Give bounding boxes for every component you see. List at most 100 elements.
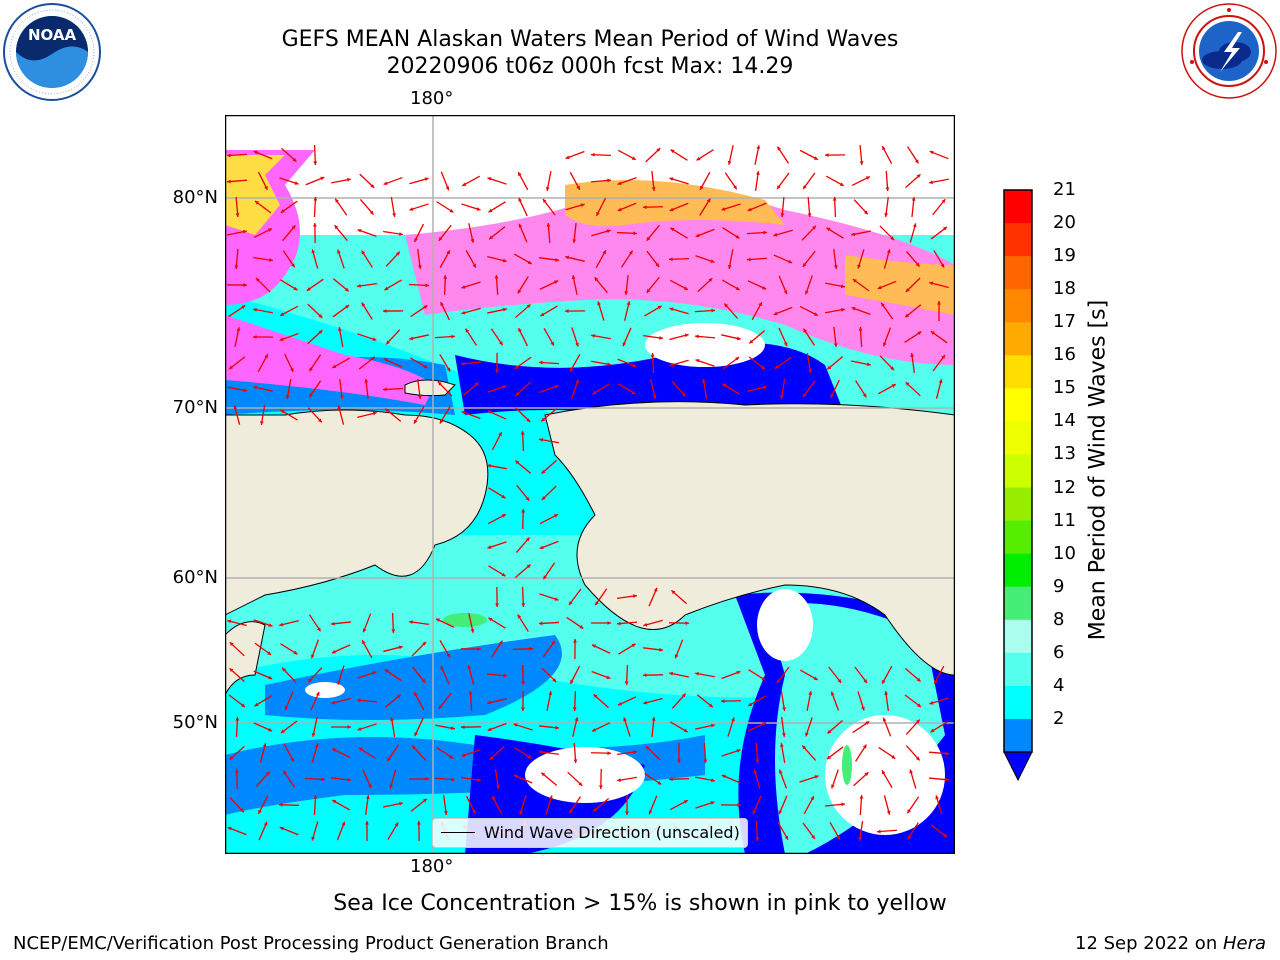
- wind-wave-arrow-head: [396, 694, 401, 699]
- wind-wave-arrow-head: [864, 772, 869, 777]
- wind-wave-arrow-head: [265, 771, 270, 776]
- wind-wave-arrow-head: [643, 673, 647, 678]
- wind-wave-arrow-head: [414, 692, 418, 697]
- wind-wave-arrow-head: [681, 392, 686, 397]
- wind-wave-arrow-head: [358, 747, 363, 752]
- wind-wave-arrow-head: [501, 514, 506, 518]
- wind-wave-arrow-head: [417, 395, 422, 399]
- wind-wave-arrow-head: [643, 622, 648, 627]
- wind-wave-arrow-head: [425, 283, 429, 288]
- wind-wave-arrow-head: [253, 307, 257, 312]
- wind-wave-arrow-head: [474, 382, 479, 387]
- wind-wave-arrow-head: [253, 150, 258, 155]
- wind-wave-arrow-head: [669, 307, 674, 312]
- wind-wave-arrow-head: [227, 153, 231, 158]
- wind-wave-arrow-head: [311, 836, 316, 841]
- sea-ice-4: [405, 190, 955, 365]
- wind-wave-arrow-head: [646, 236, 651, 241]
- wind-wave-arrow-head: [881, 770, 886, 775]
- wind-wave-arrow-head: [727, 265, 732, 269]
- wind-wave-arrow-head: [496, 785, 500, 789]
- wind-wave-arrow-head: [280, 209, 285, 213]
- wind-wave-arrow-head: [938, 379, 943, 384]
- wind-wave-arrow-head: [409, 207, 414, 211]
- wind-wave-arrow-head: [594, 277, 599, 282]
- wind-wave-arrow-head: [731, 717, 735, 722]
- wind-wave-arrow-head: [929, 701, 934, 705]
- wind-wave-arrow-head: [596, 211, 600, 216]
- wind-wave-arrow-head: [293, 286, 298, 291]
- wind-wave-arrow-head: [617, 207, 622, 212]
- wind-wave-arrow-head: [554, 280, 559, 284]
- wind-wave-arrow-head: [827, 755, 832, 760]
- wind-wave-arrow-head: [622, 342, 627, 347]
- wind-wave-arrow-head: [710, 259, 715, 263]
- wind-wave-arrow-head: [398, 645, 403, 650]
- land-kamchatka: [225, 621, 266, 696]
- wind-wave-arrow-head: [721, 774, 726, 779]
- wind-wave-arrow-head: [760, 365, 765, 370]
- wind-wave-arrow-head: [398, 801, 403, 806]
- wind-wave-arrow-head: [229, 755, 234, 760]
- wind-wave-arrow-head: [555, 257, 559, 262]
- wind-wave-arrow-head: [758, 302, 762, 307]
- wind-wave-arrow-head: [905, 288, 910, 292]
- wind-wave-arrow-head: [858, 327, 863, 331]
- wind-wave-arrow-head: [756, 171, 760, 175]
- wind-wave-arrow-head: [317, 418, 322, 423]
- chart-title: GEFS MEAN Alaskan Waters Mean Period of …: [281, 27, 899, 52]
- sea-ice-2: [225, 155, 285, 235]
- wind-wave-arrow-head: [472, 263, 476, 268]
- wind-wave-arrow-head: [593, 807, 598, 812]
- wind-wave-arrow-head: [657, 780, 662, 785]
- wind-wave-arrow-head: [365, 795, 370, 799]
- wind-wave-arrow-head: [498, 640, 503, 645]
- wind-wave-arrow-head: [685, 621, 689, 626]
- wind-wave-arrow-head: [487, 727, 492, 732]
- wind-wave-arrow-head: [422, 798, 427, 803]
- wind-wave-arrow-head: [461, 361, 465, 366]
- wind-wave-arrow-head: [857, 264, 861, 269]
- wind-wave-arrow-head: [347, 177, 351, 182]
- wind-wave-arrow-head: [727, 160, 732, 165]
- colorbar-tick-label: 8: [1053, 608, 1065, 630]
- wind-wave-arrow-head: [648, 810, 653, 815]
- wind-wave-arrow-head: [394, 822, 399, 827]
- wind-wave-arrow-head: [941, 199, 946, 204]
- wind-wave-arrow-head: [521, 681, 526, 685]
- wind-wave-arrow-head: [335, 198, 339, 203]
- wind-wave-arrow-head: [503, 673, 507, 678]
- wind-wave-arrow-head: [752, 810, 757, 815]
- wind-wave-arrow-head: [670, 149, 675, 154]
- wind-wave-arrow-head: [255, 277, 260, 282]
- wind-wave-arrow-head: [361, 250, 366, 255]
- wind-wave-arrow-head: [780, 395, 784, 399]
- wind-wave-arrow-head: [268, 727, 273, 732]
- wind-wave-arrow-head: [347, 777, 351, 782]
- colorbar-block: [1004, 487, 1032, 522]
- wind-wave-arrow-head: [733, 185, 737, 190]
- wind-wave-arrow-head: [417, 265, 422, 269]
- wind-wave-arrow-head: [651, 187, 656, 191]
- wind-wave-arrow-head: [541, 496, 546, 500]
- wind-wave-arrow-head: [476, 207, 481, 211]
- wind-wave-arrow-head: [391, 629, 396, 633]
- wind-wave-arrow-head: [344, 287, 349, 292]
- wind-wave-arrow-head: [515, 391, 520, 396]
- wind-wave-arrow-head: [859, 795, 864, 799]
- wind-wave-arrow-head: [655, 262, 660, 267]
- wind-wave-arrow-head: [517, 614, 522, 619]
- wind-wave-arrow-head: [724, 303, 729, 308]
- wind-wave-arrow-head: [905, 382, 910, 386]
- wind-wave-arrow-head: [578, 782, 583, 786]
- wind-wave-arrow-head: [487, 700, 492, 705]
- lon-label-top: 180°: [410, 88, 454, 109]
- wind-wave-arrow-head: [669, 671, 674, 676]
- wind-wave-arrow-head: [782, 707, 786, 711]
- wind-wave-arrow-head: [929, 180, 933, 185]
- wind-wave-arrow-head: [526, 304, 531, 309]
- wind-wave-arrow-head: [311, 249, 316, 254]
- wind-wave-arrow-head: [227, 826, 232, 831]
- wind-wave-arrow-head: [884, 691, 889, 695]
- wind-wave-arrow-head: [762, 722, 767, 726]
